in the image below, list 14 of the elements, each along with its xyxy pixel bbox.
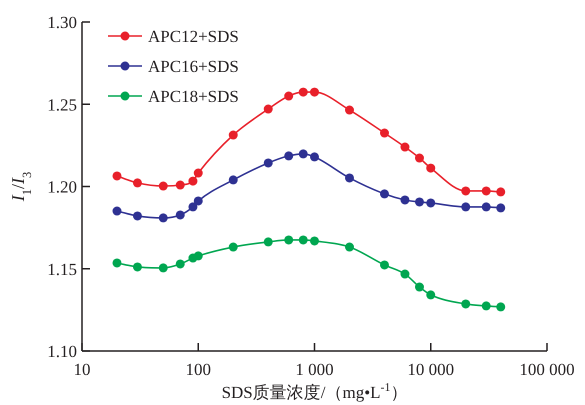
y-tick-label: 1.25 — [47, 95, 77, 114]
x-tick-label: 1 000 — [295, 360, 334, 379]
y-tick-label: 1.10 — [47, 342, 77, 361]
x-tick-label: 10 000 — [407, 360, 454, 379]
legend-label: APC16+SDS — [148, 57, 239, 76]
legend-label: APC12+SDS — [148, 27, 239, 46]
legend-label: APC18+SDS — [148, 87, 239, 106]
x-axis-title: SDS质量浓度/（mg•L$^{-1}$） — [222, 380, 408, 402]
y-tick-label: 1.30 — [47, 13, 77, 32]
x-tick-label: 100 000 — [519, 360, 575, 379]
x-tick-label: 10 — [74, 360, 90, 379]
y-tick-label: 1.15 — [47, 260, 77, 279]
y-tick-label: 1.20 — [47, 178, 77, 196]
x-tick-label: 100 — [186, 360, 211, 379]
